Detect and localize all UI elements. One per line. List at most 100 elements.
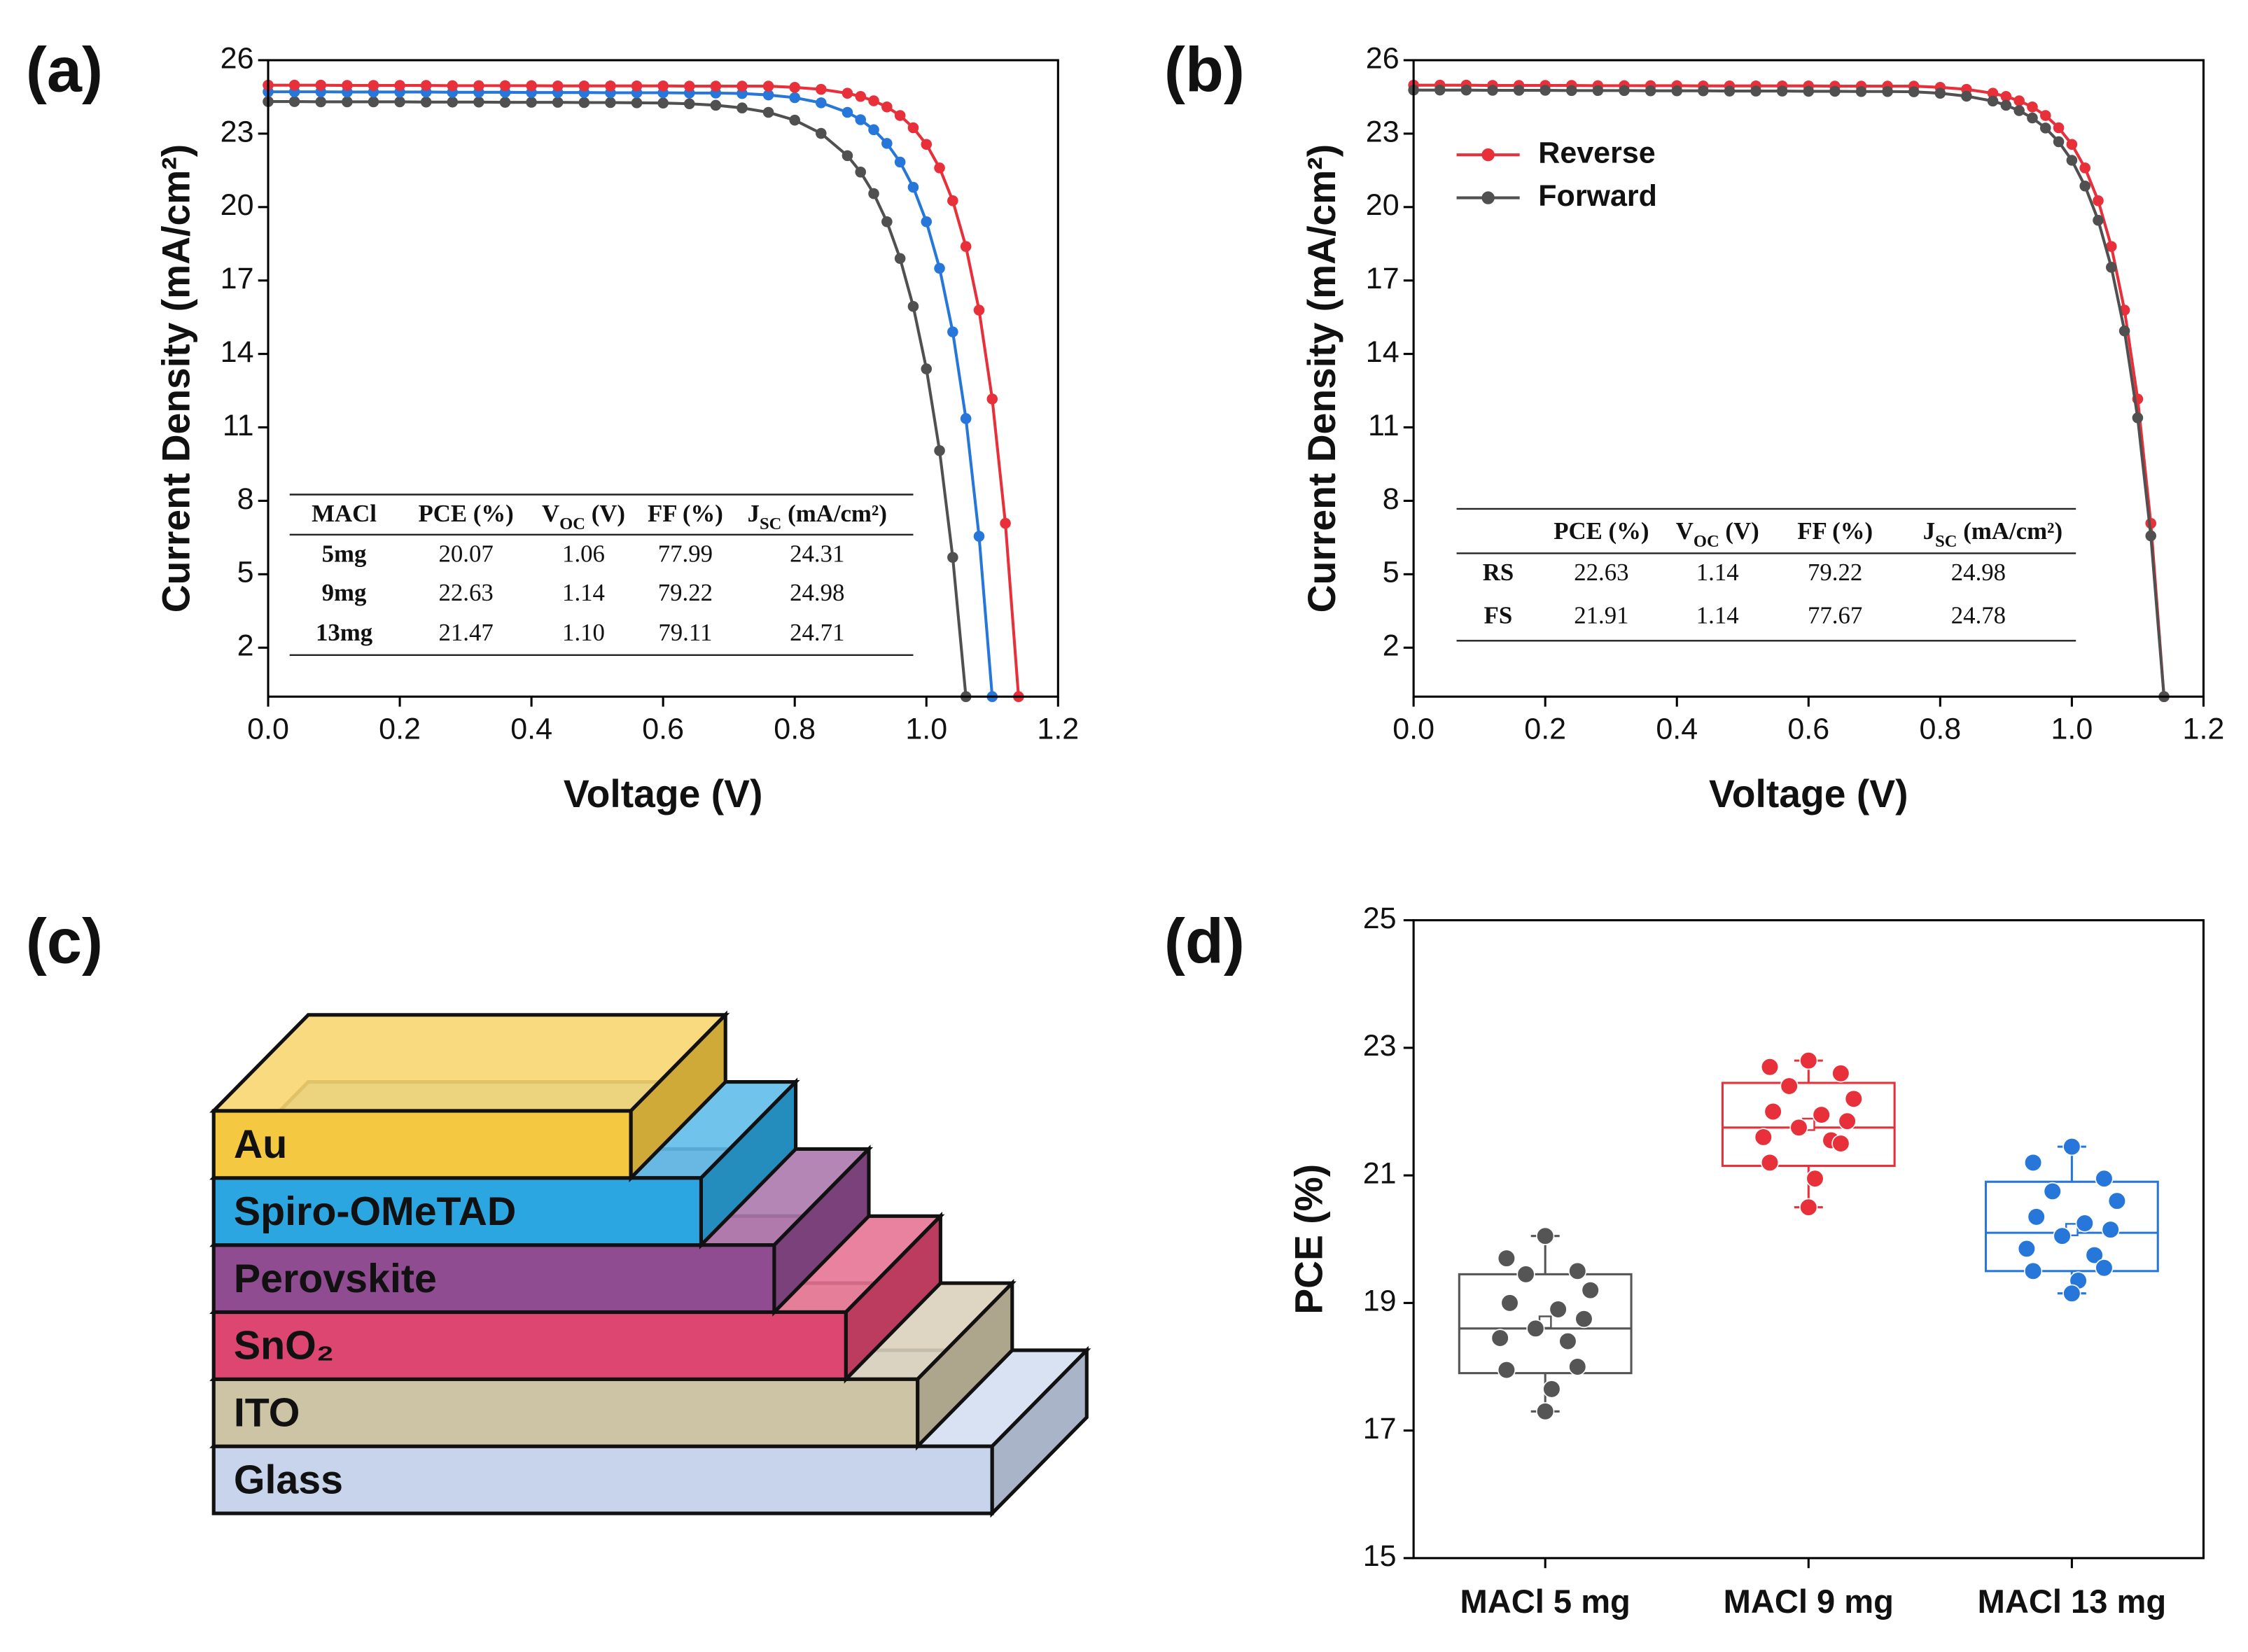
data-point — [1750, 85, 1761, 97]
table-cell: 79.11 — [658, 619, 712, 646]
header-tail: (V) — [585, 500, 625, 527]
data-point — [315, 96, 327, 108]
data-point — [881, 138, 893, 149]
layer-label: Glass — [234, 1457, 343, 1502]
data-point — [1882, 85, 1893, 97]
data-point — [1592, 85, 1604, 97]
header-text: FF (%) — [1797, 517, 1873, 545]
table-cell: 24.78 — [1951, 602, 2006, 629]
panel-label: (b) — [1164, 34, 1245, 105]
header-text: MACl — [312, 500, 377, 527]
table-header: VOC (V) — [1676, 517, 1759, 551]
data-point — [368, 80, 379, 91]
data-point — [816, 83, 827, 95]
panel-label: (c) — [26, 906, 103, 976]
data-point — [2079, 162, 2090, 174]
data-point — [1487, 85, 1498, 96]
data-point — [657, 80, 669, 92]
data-point — [1526, 1319, 1545, 1338]
data-point — [1908, 86, 1920, 97]
y-tick-label: 26 — [1366, 41, 1399, 75]
data-point — [2053, 122, 2065, 134]
data-point — [907, 122, 919, 134]
data-point — [499, 80, 511, 92]
x-tick-label: 0.2 — [379, 713, 421, 746]
x-axis-label: Voltage (V) — [564, 772, 763, 816]
data-point — [947, 195, 958, 206]
data-point — [868, 95, 879, 106]
panel-label: (a) — [26, 34, 103, 105]
data-point — [921, 216, 933, 227]
data-point — [1838, 1112, 1857, 1130]
table-header: MACl — [312, 500, 377, 527]
data-point — [2013, 95, 2025, 106]
header-text: J — [748, 500, 760, 527]
y-tick-label: 26 — [221, 41, 254, 75]
data-point — [1698, 85, 1709, 97]
table-cell: 24.98 — [790, 579, 844, 606]
legend-label: Reverse — [1538, 136, 1655, 170]
data-point — [710, 80, 722, 92]
data-point — [2000, 99, 2012, 111]
layer-front — [211, 1377, 920, 1448]
y-tick-label: 14 — [221, 335, 254, 369]
data-point — [855, 90, 867, 102]
data-point — [552, 80, 564, 92]
table-cell: 21.47 — [438, 619, 493, 646]
data-point — [1558, 1331, 1577, 1351]
data-point — [868, 124, 879, 136]
y-tick-label: 2 — [237, 629, 254, 663]
data-point — [1780, 1077, 1799, 1096]
series-line — [268, 90, 994, 697]
y-tick-label: 14 — [1366, 335, 1399, 369]
table-cell: 1.14 — [562, 579, 605, 606]
data-point — [1581, 1281, 1600, 1300]
data-point — [1844, 1089, 1863, 1108]
header-sub: SC — [1935, 532, 1957, 551]
layer-label: Au — [234, 1122, 287, 1167]
data-point — [1754, 1128, 1773, 1147]
data-point — [762, 106, 774, 118]
data-point — [552, 97, 564, 108]
y-axis-label: Current Density (mA/cm²) — [155, 144, 198, 612]
data-point — [842, 106, 853, 118]
box — [1458, 1273, 1633, 1375]
table-cell: 5mg — [322, 540, 367, 568]
data-point — [420, 97, 432, 108]
layer-front — [211, 1444, 994, 1516]
data-point — [973, 304, 985, 316]
data-point — [2085, 1245, 2104, 1265]
data-point — [683, 80, 695, 92]
data-point — [2066, 155, 2078, 166]
data-point — [947, 326, 958, 337]
data-point — [1575, 1310, 1593, 1329]
data-point — [605, 97, 616, 108]
data-point — [710, 99, 722, 111]
data-point — [1434, 84, 1446, 96]
data-point — [1645, 85, 1656, 97]
y-tick-label: 25 — [1363, 902, 1397, 935]
layer-front — [211, 1243, 776, 1315]
data-point — [1500, 1294, 1519, 1312]
data-point — [1516, 1265, 1535, 1284]
data-point — [907, 181, 919, 193]
table-cell: RS — [1483, 559, 1514, 586]
data-point — [2000, 90, 2012, 102]
data-point — [855, 114, 867, 125]
data-point — [842, 88, 853, 99]
layer-label: ITO — [234, 1390, 300, 1435]
layer-label: SnO₂ — [234, 1324, 334, 1368]
data-point — [1987, 95, 1999, 107]
x-tick-label: MACl 13 mg — [1978, 1583, 2166, 1620]
data-point — [2023, 1153, 2043, 1172]
data-point — [1760, 1153, 1780, 1172]
data-point — [1724, 85, 1736, 97]
x-axis-label: Voltage (V) — [1709, 772, 1908, 816]
data-point — [1566, 85, 1577, 97]
data-point — [907, 301, 919, 312]
data-point — [1000, 517, 1011, 529]
data-point — [1855, 85, 1867, 97]
data-point — [973, 531, 985, 542]
header-text: PCE (%) — [1554, 517, 1649, 545]
